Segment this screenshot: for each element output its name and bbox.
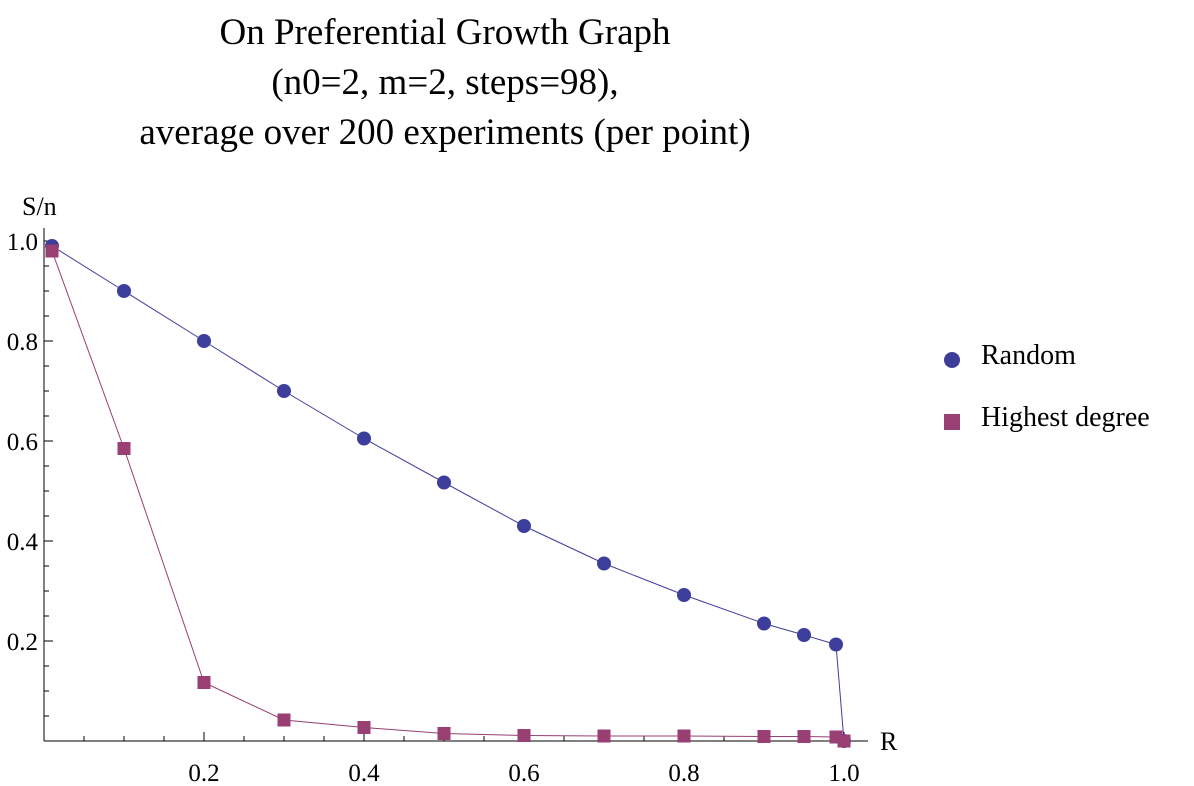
point-random [517, 519, 531, 533]
point-random [277, 384, 291, 398]
point-highest-degree [837, 734, 851, 748]
y-tick-label: 1.0 [7, 229, 38, 256]
point-random [357, 431, 371, 446]
point-highest-degree [597, 729, 611, 743]
x-tick-label: 0.2 [188, 760, 219, 786]
x-tick-label: 0.6 [508, 760, 539, 786]
series-line-highest-degree [51, 250, 845, 742]
chart-title-line-3: average over 200 experiments (per point) [139, 112, 751, 153]
point-highest-degree [117, 442, 131, 455]
axes [43, 228, 868, 742]
point-highest-degree [797, 730, 811, 743]
point-highest-degree [757, 730, 771, 743]
point-highest-degree [517, 729, 531, 742]
y-axis-label: S/n [22, 192, 57, 221]
x-tick-label: 0.4 [348, 760, 380, 786]
point-random [829, 637, 843, 652]
y-tick-label: 0.6 [7, 429, 38, 456]
ticks: 0.2 0.4 0.6 0.8 1.0 0.2 0.4 0.6 0.8 1.0 [7, 229, 860, 786]
x-tick-label: 0.8 [668, 760, 699, 786]
x-tick-label: 1.0 [828, 760, 859, 786]
series-layer [45, 239, 851, 748]
y-tick-label: 0.2 [7, 629, 38, 656]
legend-label-random: Random [981, 340, 1076, 371]
y-tick-label: 0.4 [7, 529, 39, 556]
point-random [677, 588, 691, 602]
series-line-random [51, 245, 845, 742]
legend-marker-random [944, 352, 960, 368]
point-random [597, 556, 611, 571]
legend-label-highest-degree: Highest degree [981, 402, 1150, 433]
point-highest-degree [197, 676, 211, 689]
point-random [197, 334, 211, 348]
y-tick-label: 0.8 [7, 329, 38, 356]
point-highest-degree [677, 729, 691, 743]
point-highest-degree [45, 244, 59, 258]
x-axis-label: R [880, 727, 898, 756]
chart-title: On Preferential Growth Graph (n0=2, m=2,… [0, 8, 890, 158]
point-random [757, 616, 771, 631]
chart-title-line-2: (n0=2, m=2, steps=98), [271, 62, 619, 103]
point-random [437, 475, 451, 490]
legend-marker-highest-degree [944, 414, 960, 430]
point-highest-degree [437, 727, 451, 740]
point-random [117, 284, 131, 298]
chart-title-line-1: On Preferential Growth Graph [219, 12, 671, 53]
point-highest-degree [357, 721, 371, 734]
point-random [797, 628, 811, 642]
point-highest-degree [277, 713, 291, 727]
